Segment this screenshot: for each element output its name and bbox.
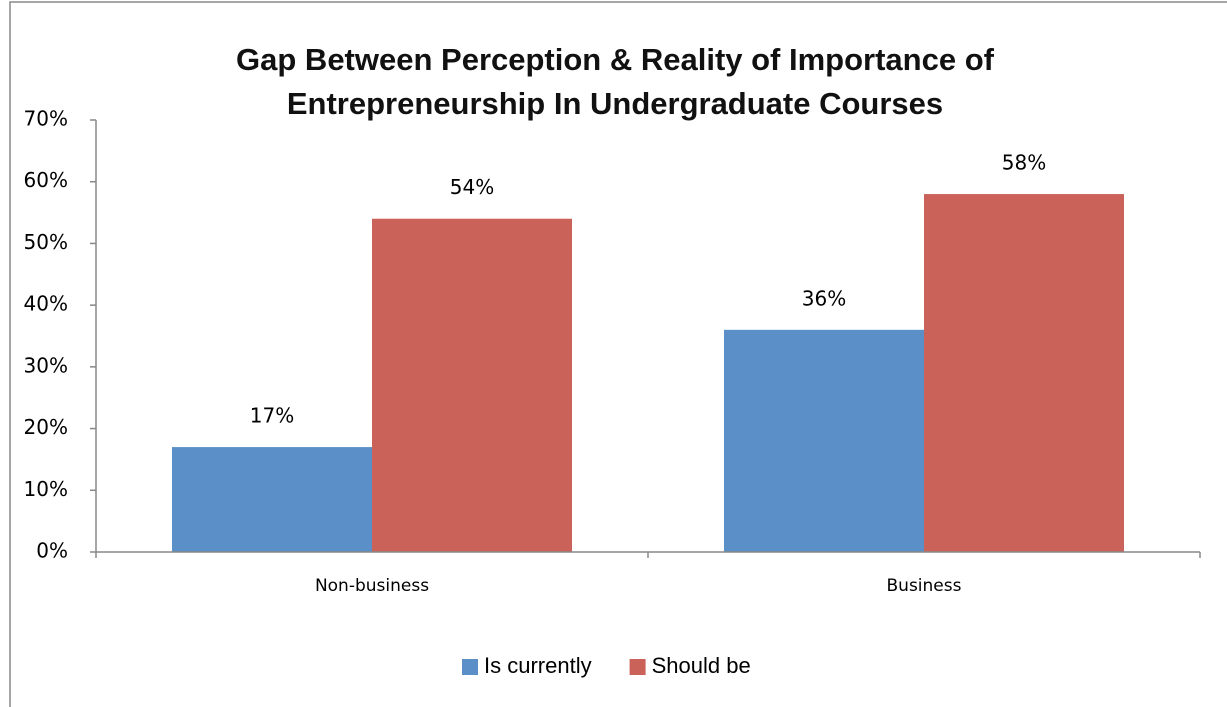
legend-label: Should be bbox=[652, 653, 751, 678]
y-tick-label: 60% bbox=[24, 168, 68, 192]
bar bbox=[724, 329, 924, 552]
y-tick-label: 0% bbox=[36, 539, 68, 563]
chart-border bbox=[9, 1, 1227, 707]
data-label: 54% bbox=[450, 175, 494, 199]
y-tick-label: 40% bbox=[24, 292, 68, 316]
y-tick-label: 70% bbox=[24, 107, 68, 131]
data-label: 36% bbox=[802, 286, 846, 310]
y-tick-label: 50% bbox=[24, 230, 68, 254]
chart-title: Gap Between Perception & Reality of Impo… bbox=[236, 42, 994, 121]
y-tick-label: 10% bbox=[24, 477, 68, 501]
legend-label: Is currently bbox=[484, 653, 592, 678]
bar bbox=[172, 447, 372, 552]
x-tick-label: Business bbox=[887, 576, 962, 596]
data-label: 58% bbox=[1002, 151, 1046, 175]
bar bbox=[924, 194, 1124, 553]
legend-swatch bbox=[462, 659, 478, 675]
legend-swatch bbox=[629, 659, 646, 675]
x-tick-label: Non-business bbox=[315, 576, 429, 596]
data-label: 17% bbox=[250, 404, 294, 428]
y-tick-label: 20% bbox=[24, 415, 68, 439]
bar bbox=[372, 218, 572, 552]
y-tick-label: 30% bbox=[24, 353, 68, 377]
